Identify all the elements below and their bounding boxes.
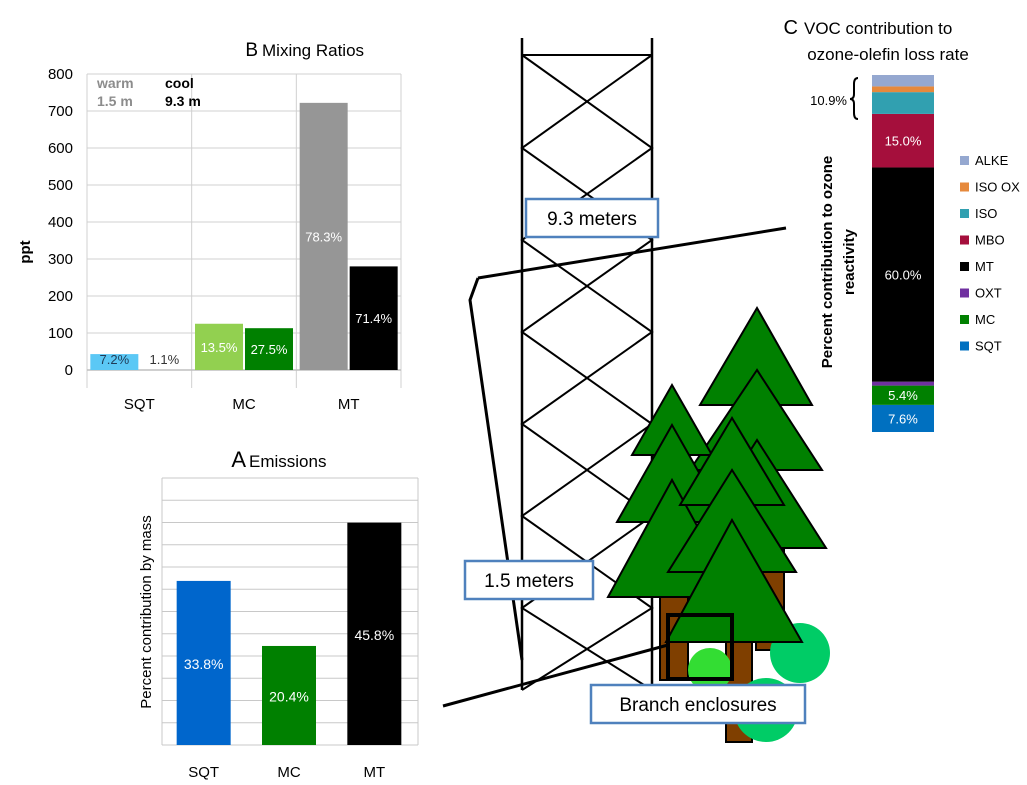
chart-b-title: Mixing Ratios — [262, 41, 364, 60]
data-label: 20.4% — [269, 688, 309, 704]
bar-cool-MT — [349, 266, 398, 370]
y-tick-label: 400 — [48, 214, 73, 231]
category-label: MC — [232, 396, 255, 413]
data-label: 7.2% — [100, 352, 130, 367]
callout-box — [589, 683, 807, 725]
bracket — [849, 77, 859, 120]
chart-a-ylabel: Percent contribution by mass — [138, 515, 155, 708]
chart-a-letter: A — [231, 447, 246, 472]
category-label: SQT — [124, 396, 155, 413]
bar-warm-MT — [299, 102, 348, 371]
legend-warm-height: 1.5 m — [97, 93, 133, 109]
chart-b-mixing-ratios: B Mixing Ratios ppt 0 100 200 300 400 500 600 7… — [17, 40, 402, 413]
data-label: 33.8% — [184, 656, 224, 672]
y-tick-label: 500 — [48, 177, 73, 194]
tower-low-label: 1.5 meters — [484, 571, 574, 592]
stack-segment-sqt — [872, 404, 934, 432]
chart-b-ylabel: ppt — [17, 240, 34, 263]
bracket-label: 10.9% — [810, 93, 847, 108]
y-tick-label: 700 — [48, 103, 73, 120]
y-tick-label: 0 — [65, 362, 73, 379]
legend-label: OXT — [975, 286, 1002, 301]
bar-MC — [262, 645, 316, 745]
callout-9-3: 9.3 meters — [524, 197, 660, 239]
legend-label: MBO — [975, 233, 1005, 248]
callout-box — [463, 559, 595, 601]
segment-label: 60.0% — [885, 268, 922, 283]
segment-label: 15.0% — [885, 134, 922, 149]
legend-cool-label: cool — [165, 75, 194, 91]
y-tick-label: 300 — [48, 251, 73, 268]
category-label: MT — [363, 764, 385, 781]
stack-segment-iso — [872, 92, 934, 114]
chart-c-title-line1: VOC contribution to — [804, 19, 952, 38]
legend-swatch — [960, 288, 969, 298]
callout-branch: Branch enclosures — [589, 683, 807, 725]
legend-swatch — [960, 182, 969, 192]
legend-label: ISO OX — [975, 180, 1020, 195]
legend-label: ALKE — [975, 153, 1009, 168]
callout-1-5: 1.5 meters — [463, 559, 595, 601]
y-tick-label: 200 — [48, 288, 73, 305]
legend-label: SQT — [975, 339, 1002, 354]
legend-swatch — [960, 262, 969, 271]
legend-warm-label: warm — [96, 75, 134, 91]
category-label: SQT — [188, 764, 219, 781]
callout-box — [524, 197, 660, 239]
legend-swatch — [960, 315, 969, 324]
legend-label: MT — [975, 259, 994, 274]
branch-enclosure-box — [666, 613, 734, 681]
connector-top — [477, 226, 787, 280]
legend-swatch — [960, 209, 969, 218]
branch-label: Branch enclosures — [619, 695, 776, 716]
tower-high-label: 9.3 meters — [547, 209, 637, 230]
segment-label: 7.6% — [888, 411, 918, 426]
y-tick-label: 100 — [48, 325, 73, 342]
bar-SQT — [176, 580, 231, 745]
data-label: 27.5% — [251, 342, 288, 357]
connector-lines — [442, 226, 787, 708]
connector-bottom — [442, 643, 669, 708]
segment-label: 5.4% — [888, 388, 918, 403]
chart-b-letter: B — [245, 40, 258, 61]
chart-a-title: Emissions — [249, 452, 326, 471]
chart-a-emissions: A Emissions Percent contribution by mass… — [138, 447, 419, 781]
chart-c-title-line2: ozone-olefin loss rate — [807, 45, 969, 64]
bar-warm-MC — [195, 323, 243, 370]
stack-segment-oxt — [872, 381, 934, 386]
chart-c-letter: C — [784, 17, 798, 39]
legend-swatch — [960, 341, 969, 351]
legend-swatch — [960, 235, 969, 245]
legend-label: MC — [975, 312, 995, 327]
chart-c-voc-contribution: C VOC contribution to ozone-olefin loss … — [784, 17, 1020, 432]
y-tick-label: 600 — [48, 140, 73, 157]
bar-warm-SQT — [90, 354, 139, 370]
chart-c-ylabel-line1: Percent contribution to ozone — [819, 156, 836, 369]
data-label: 45.8% — [354, 627, 394, 643]
stack-segment-iso-ox — [872, 86, 934, 93]
data-label: 71.4% — [355, 311, 392, 326]
connector-side — [468, 277, 524, 661]
data-label: 78.3% — [305, 229, 342, 244]
bar-cool-MC — [245, 328, 293, 370]
trees-illustration — [606, 305, 830, 743]
bar-MT — [347, 522, 402, 745]
stack-segment-mbo — [872, 113, 934, 168]
stack-segment-mt — [872, 167, 934, 382]
legend-swatch — [960, 156, 969, 165]
category-label: MC — [277, 764, 300, 781]
data-label: 13.5% — [201, 340, 238, 355]
category-label: MT — [338, 396, 360, 413]
legend-label: ISO — [975, 206, 997, 221]
data-label: 1.1% — [150, 352, 180, 367]
stack-segment-alke — [872, 75, 934, 87]
y-tick-label: 800 — [48, 66, 73, 83]
legend-cool-height: 9.3 m — [165, 93, 201, 109]
stack-segment-mc — [872, 385, 934, 405]
chart-c-ylabel-line2: reactivity — [841, 228, 858, 295]
